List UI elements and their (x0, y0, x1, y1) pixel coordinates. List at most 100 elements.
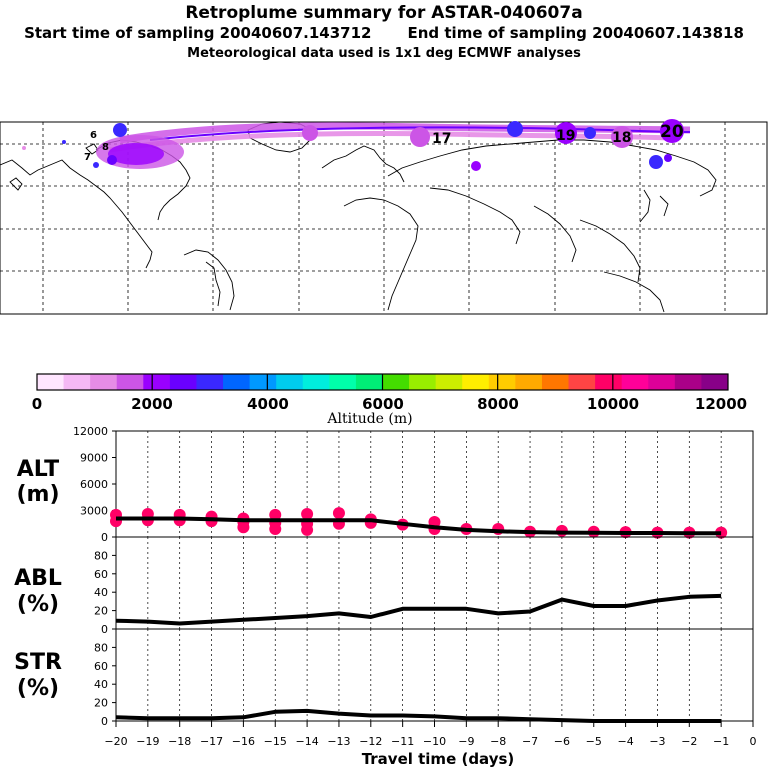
colorbar-swatch (143, 374, 171, 390)
plume-marker (664, 154, 672, 162)
x-tick-label: −2 (681, 735, 697, 748)
plume-marker (107, 155, 117, 165)
colorbar-swatch (223, 374, 251, 390)
alt-y-tick-label: 12000 (73, 425, 108, 438)
colorbar-tick-label: 2000 (131, 395, 173, 413)
str-y-tick-label: 0 (101, 715, 108, 728)
colorbar-tick-label: 6000 (362, 395, 404, 413)
plume-day-label: 8 (102, 142, 109, 153)
x-tick-label: −13 (327, 735, 350, 748)
plume-day-label: 18 (612, 130, 631, 146)
x-tick-label: −15 (264, 735, 287, 748)
colorbar-tick-label: 8000 (477, 395, 519, 413)
plume-marker (302, 125, 318, 141)
alt-scatter-point (301, 508, 314, 521)
abl-y-tick-label: 80 (94, 549, 108, 562)
colorbar-swatch (329, 374, 357, 390)
abl-y-tick-label: 60 (94, 568, 108, 581)
plume-marker (584, 127, 596, 139)
colorbar-frame (36, 373, 729, 391)
panel-str: 0 20 40 60 80 STR (%) (14, 628, 754, 728)
chart-title: Retroplume summary for ASTAR-040607a (185, 3, 583, 23)
world-map: 6 7 8 17 18 19 20 (0, 119, 768, 315)
str-y-tick-label: 60 (94, 660, 108, 673)
str-ylabel: STR (14, 650, 62, 675)
plume-day-label: 7 (84, 152, 91, 163)
alt-scatter-point (237, 521, 250, 534)
x-tick-label: −16 (232, 735, 255, 748)
abl-ylabel-unit: (%) (17, 592, 59, 617)
colorbar-ticks: 0 2000 4000 6000 8000 10000 12000 (32, 395, 747, 413)
abl-y-ticks: 0 20 40 60 80 (94, 549, 116, 636)
alt-y-tick-label: 6000 (80, 478, 108, 491)
colorbar-swatches (37, 374, 729, 390)
sampling-times: Start time of sampling 20040607.143712 En… (0, 24, 768, 42)
plume-marker (22, 146, 26, 150)
colorbar-swatch (63, 374, 91, 390)
panel-abl: 0 20 40 60 80 ABL (%) (14, 536, 754, 636)
str-series-line (115, 708, 722, 723)
str-ylabel-unit: (%) (17, 676, 59, 701)
x-tick-label: −6 (554, 735, 570, 748)
x-tick-label: −4 (617, 735, 633, 748)
x-tick-label: −9 (458, 735, 474, 748)
x-axis-ticks: −20 −19 −18 −17 −16 −15 −14 −13 −12 −11 −10 −9 −8 −7−… (104, 721, 757, 748)
x-tick-label: −12 (359, 735, 382, 748)
plume-track-center (149, 126, 691, 141)
x-tick-label: −19 (136, 735, 159, 748)
abl-series-line (115, 593, 722, 626)
str-y-ticks: 0 20 40 60 80 (94, 641, 116, 728)
x-tick-label: −11 (391, 735, 414, 748)
plume-marker (93, 162, 99, 168)
colorbar-swatch (515, 374, 543, 390)
end-time-label: End time of sampling 20040607.143818 (407, 24, 744, 42)
chart-subtitle: Meteorological data used is 1x1 deg ECMW… (187, 46, 581, 61)
str-y-tick-label: 80 (94, 641, 108, 654)
abl-y-tick-label: 0 (101, 623, 108, 636)
plume-cluster-inner (108, 143, 164, 165)
altitude-colorbar: 0 2000 4000 6000 8000 10000 12000 Altitu… (32, 373, 747, 427)
plume-marker (471, 161, 481, 171)
alt-ylabel-unit: (m) (16, 482, 59, 507)
colorbar-swatch (196, 374, 224, 390)
plume-marker (660, 119, 684, 143)
x-tick-label: −7 (522, 735, 538, 748)
alt-y-tick-label: 9000 (80, 452, 108, 465)
colorbar-swatch (276, 374, 304, 390)
colorbar-swatch (568, 374, 596, 390)
plume-marker (649, 155, 663, 169)
str-gridlines (147, 629, 722, 721)
colorbar-swatch (701, 374, 729, 390)
colorbar-tick-label: 12000 (695, 395, 747, 413)
abl-ylabel: ABL (14, 566, 62, 591)
colorbar-swatch (116, 374, 144, 390)
colorbar-swatch (249, 374, 277, 390)
colorbar-tick-label: 10000 (587, 395, 639, 413)
x-tick-label: −18 (168, 735, 191, 748)
colorbar-swatch (621, 374, 649, 390)
colorbar-swatch (648, 374, 676, 390)
x-tick-label: 0 (750, 735, 757, 748)
plume-day-label: 20 (660, 122, 684, 142)
colorbar-swatch (355, 374, 383, 390)
abl-y-tick-label: 40 (94, 586, 108, 599)
coastlines (0, 121, 717, 313)
x-tick-label: −5 (586, 735, 602, 748)
plume-day-labels: 6 7 8 17 18 19 20 (84, 122, 684, 163)
alt-scatter-point (715, 526, 728, 539)
x-tick-label: −1 (713, 735, 729, 748)
colorbar-swatch (435, 374, 463, 390)
alt-y-tick-label: 3000 (80, 505, 108, 518)
colorbar-swatch (37, 374, 65, 390)
plume-day-label: 19 (556, 128, 575, 144)
abl-y-tick-label: 20 (94, 605, 108, 618)
plume-marker (113, 123, 127, 137)
alt-ylabel: ALT (17, 457, 59, 482)
colorbar-tick-label: 0 (32, 395, 42, 413)
colorbar-swatch (382, 374, 410, 390)
plume-marker (555, 122, 577, 144)
colorbar-swatch (462, 374, 490, 390)
colorbar-swatch (674, 374, 702, 390)
plume-day-markers (22, 119, 684, 171)
